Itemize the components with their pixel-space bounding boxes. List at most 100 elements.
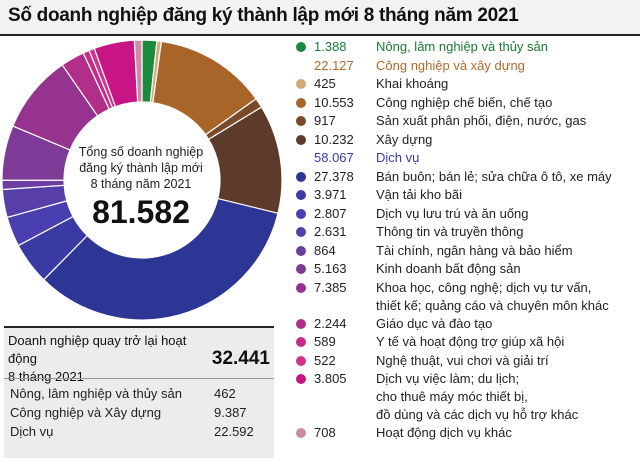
returning-row-label: Dịch vụ — [10, 424, 54, 439]
returning-row-value: 462 — [214, 386, 236, 401]
legend-label: Y tế và hoạt động trợ giúp xã hội — [376, 333, 564, 351]
legend-value: 22.127 — [314, 57, 354, 73]
legend-label-line: Dịch vụ lưu trú và ăn uống — [376, 205, 529, 221]
legend-dot — [296, 190, 306, 200]
center-caption-1: Tổng số doanh nghiệp — [78, 145, 204, 159]
legend-item: 522 Nghệ thuật, vui chơi và giải trí — [296, 352, 636, 371]
legend-dot — [296, 355, 306, 366]
returning-label-line1: Doanh nghiệp quay trở lại hoạt động — [8, 333, 187, 366]
legend-label-line: Kinh doanh bất động sản — [376, 261, 521, 276]
returning-label: Doanh nghiệp quay trở lại hoạt động 8 th… — [8, 332, 208, 386]
legend-dot — [296, 208, 306, 219]
donut-slice — [42, 197, 279, 321]
legend-label: Khai khoáng — [376, 75, 448, 93]
legend-value: 2.807 — [314, 205, 347, 221]
legend-value: 522 — [314, 352, 336, 368]
legend-label-line: Giáo dục và đào tạo — [376, 315, 493, 331]
legend-dot — [296, 282, 306, 293]
legend-label-line: Công nghiệp chế biến, chế tạo — [376, 94, 553, 110]
legend-label: Dịch vụ lưu trú và ăn uống — [376, 205, 529, 223]
returning-header: Doanh nghiệp quay trở lại hoạt động 8 th… — [8, 330, 270, 384]
donut-slice — [133, 39, 143, 103]
legend-label: Hoạt động dịch vụ khác — [376, 424, 512, 442]
legend-label: Nông, lâm nghiệp và thủy sản — [376, 38, 548, 56]
legend-item: 708 Hoạt động dịch vụ khác — [296, 424, 636, 443]
legend-value: 2.244 — [314, 315, 347, 331]
legend-value: 1.388 — [314, 39, 347, 54]
legend-label-line: Khai khoáng — [376, 76, 449, 91]
legend-label: Khoa học, công nghệ; dịch vụ tư vấn, thiế… — [376, 279, 609, 315]
returning-row: Nông, lâm nghiệp và thủy sản 462 — [10, 386, 266, 404]
legend-label: Dịch vụ — [376, 149, 419, 167]
legend-dot — [296, 171, 306, 182]
legend-dot — [296, 97, 306, 108]
legend-dot — [296, 245, 306, 256]
legend-label-line: Nông, lâm nghiệp và thủy sản — [376, 39, 548, 54]
legend: 1.388 Nông, lâm nghiệp và thủy sản 22.127 C… — [296, 38, 636, 443]
legend-item: 917 Sản xuất phân phối, điện, nước, gas — [296, 112, 636, 131]
legend-value: 589 — [314, 334, 336, 349]
legend-value: 2.631 — [314, 224, 347, 239]
legend-value: 5.163 — [314, 261, 347, 276]
legend-label: Kinh doanh bất động sản — [376, 260, 521, 278]
legend-label: Sản xuất phân phối, điện, nước, gas — [376, 112, 586, 130]
legend-item: 864 Tài chính, ngân hàng và bảo hiểm — [296, 242, 636, 261]
legend-value: 58.067 — [314, 150, 354, 165]
returning-row-label: Nông, lâm nghiệp và thủy sản — [10, 386, 182, 401]
legend-value: 27.378 — [314, 168, 354, 184]
legend-label-line: cho thuê máy móc thiết bị, — [376, 389, 528, 404]
legend-label: Thông tin và truyền thông — [376, 223, 523, 241]
legend-label: Công nghiệp và xây dựng — [376, 57, 525, 75]
legend-item: 589 Y tế và hoạt động trợ giúp xã hội — [296, 333, 636, 352]
legend-label-line: Sản xuất phân phối, điện, nước, gas — [376, 113, 587, 128]
legend-item: 2.244 Giáo dục và đào tạo — [296, 315, 636, 334]
legend-item: 3.971 Vận tải kho bãi — [296, 186, 636, 205]
legend-label: Giáo dục và đào tạo — [376, 315, 492, 333]
legend-item: 1.388 Nông, lâm nghiệp và thủy sản — [296, 38, 636, 57]
legend-label-line: Khoa học, công nghệ; dịch vụ tư vấn, — [376, 279, 592, 295]
returning-divider — [4, 378, 274, 379]
legend-value: 425 — [314, 76, 336, 91]
legend-dot — [296, 264, 306, 274]
legend-item: 425 Khai khoáng — [296, 75, 636, 94]
legend-label: Nghệ thuật, vui chơi và giải trí — [376, 352, 549, 370]
legend-value: 7.385 — [314, 279, 347, 295]
legend-dot — [296, 227, 306, 237]
legend-label-line: Hoạt động dịch vụ khác — [376, 425, 512, 440]
center-caption-2: đăng ký thành lập mới — [79, 161, 203, 175]
legend-dot — [296, 134, 306, 145]
returning-row-value: 22.592 — [214, 424, 254, 439]
center-total: 81.582 — [92, 194, 190, 230]
legend-dot — [296, 428, 306, 438]
returning-businesses-box: Doanh nghiệp quay trở lại hoạt động 8 th… — [4, 326, 274, 458]
returning-row-label: Công nghiệp và Xây dựng — [10, 405, 162, 420]
legend-dot — [296, 337, 306, 347]
legend-label: Dịch vụ việc làm; du lịch; cho thuê máy m… — [376, 370, 578, 424]
legend-value: 3.805 — [314, 371, 347, 386]
legend-dot — [296, 116, 306, 126]
legend-label: Công nghiệp chế biến, chế tạo — [376, 94, 552, 112]
returning-row: Dịch vụ 22.592 — [10, 424, 266, 442]
legend-item: 2.807 Dịch vụ lưu trú và ăn uống — [296, 205, 636, 224]
returning-total: 32.441 — [211, 348, 270, 369]
legend-label: Bán buôn; bán lẻ; sửa chữa ô tô, xe máy — [376, 168, 612, 186]
legend-item: 3.805 Dịch vụ việc làm; du lịch; cho thuê … — [296, 370, 636, 424]
legend-item: 10.553 Công nghiệp chế biến, chế tạo — [296, 94, 636, 113]
legend-value: 10.232 — [314, 131, 354, 147]
legend-item: 2.631 Thông tin và truyền thông — [296, 223, 636, 242]
legend-item: 22.127 Công nghiệp và xây dựng — [296, 57, 636, 76]
legend-label-line: Vận tải kho bãi — [376, 187, 463, 202]
legend-label-line: Nghệ thuật, vui chơi và giải trí — [376, 352, 549, 368]
legend-value: 3.971 — [314, 187, 347, 202]
title-bar: Số doanh nghiệp đăng ký thành lập mới 8 … — [0, 0, 640, 36]
legend-dot — [296, 374, 306, 384]
legend-item: 7.385 Khoa học, công nghệ; dịch vụ tư vấn… — [296, 279, 636, 315]
legend-label: Xây dựng — [376, 131, 432, 149]
legend-item: 58.067 Dịch vụ — [296, 149, 636, 168]
legend-label-line: Thông tin và truyền thông — [376, 224, 524, 239]
legend-label-line: Dịch vụ — [376, 150, 420, 165]
legend-label-line: đồ dùng và các dịch vụ hỗ trợ khác — [376, 407, 579, 422]
returning-label-line2: 8 tháng 2021 — [8, 369, 84, 384]
legend-item: 27.378 Bán buôn; bán lẻ; sửa chữa ô tô, x… — [296, 168, 636, 187]
legend-label: Tài chính, ngân hàng và bảo hiểm — [376, 242, 573, 260]
